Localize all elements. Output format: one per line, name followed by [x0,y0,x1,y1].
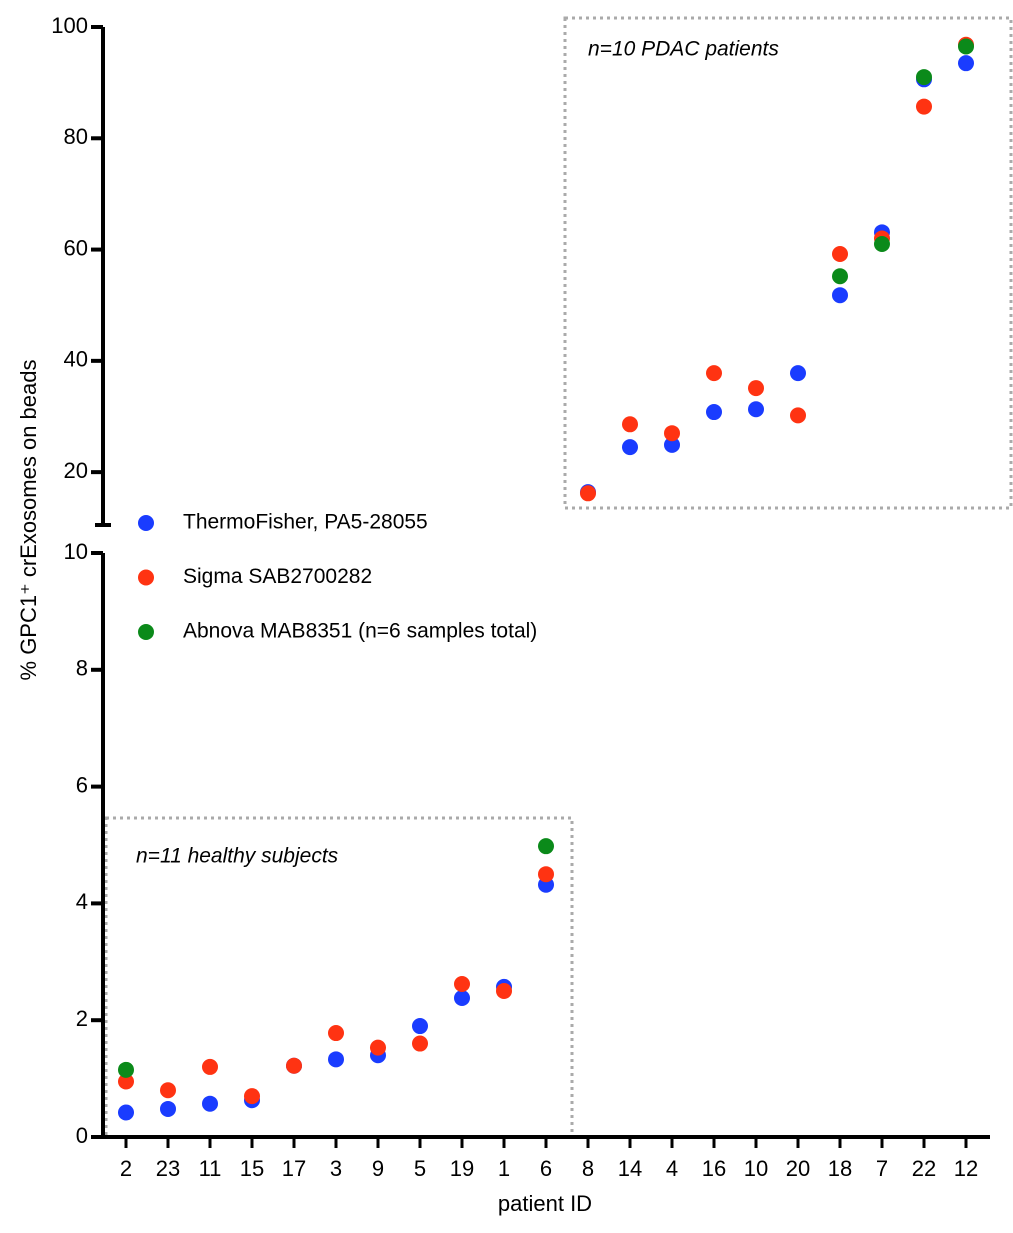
y-tick-label: 60 [64,235,88,260]
legend-label: ThermoFisher, PA5-28055 [183,511,428,534]
legend-label: Sigma SAB2700282 [183,565,372,588]
data-point [916,69,932,86]
data-point [202,1058,218,1075]
y-tick-label: 20 [64,458,88,483]
data-point [538,838,554,855]
x-tick-label: 18 [828,1156,852,1181]
data-point [118,1061,134,1078]
x-tick-label: 2 [120,1156,132,1181]
data-point [496,983,512,999]
x-tick-label: 6 [540,1156,552,1181]
y-axis-label: % GPC1⁺ crExosomes on beads [16,360,41,681]
data-point [118,1104,134,1121]
x-tick-label: 1 [498,1156,510,1181]
y-tick-label: 80 [64,124,88,149]
data-point [706,365,722,382]
data-point [538,866,554,883]
data-point [328,1025,344,1042]
data-point [622,416,638,433]
legend-marker [138,624,154,640]
legend-label: Abnova MAB8351 (n=6 samples total) [183,620,537,643]
y-tick-label: 10 [64,539,88,564]
data-point [244,1088,260,1105]
x-tick-label: 23 [156,1156,180,1181]
x-tick-label: 8 [582,1156,594,1181]
x-tick-label: 19 [450,1156,474,1181]
x-tick-label: 11 [199,1156,222,1181]
data-point [958,38,974,55]
x-tick-label: 5 [414,1156,426,1181]
data-point [118,1073,134,1090]
data-point [328,1051,344,1068]
data-point [790,365,806,382]
pdac-box [563,16,1013,510]
x-tick-label: 12 [954,1156,978,1181]
x-tick-label: 20 [786,1156,810,1181]
y-tick-label: 6 [76,772,88,797]
x-tick-label: 10 [744,1156,768,1181]
annotation: n=10 PDAC patients [588,38,779,61]
data-point [790,407,806,424]
data-point [832,268,848,285]
x-tick-label: 7 [876,1156,888,1181]
x-tick-label: 16 [702,1156,726,1181]
data-point [748,380,764,397]
y-tick-label: 100 [51,13,88,38]
data-point [202,1095,218,1112]
data-point [664,425,680,442]
data-point [370,1039,386,1056]
data-point [748,401,764,418]
x-tick-label: 9 [372,1156,384,1181]
annotation: n=11 healthy subjects [136,845,339,868]
data-point [454,990,470,1007]
data-point [832,287,848,304]
data-point [706,404,722,421]
x-tick-label: 17 [282,1156,306,1181]
data-point [160,1100,176,1117]
x-axis-label: patient ID [498,1191,592,1216]
x-tick-label: 14 [618,1156,642,1181]
data-point [286,1057,302,1074]
data-point [160,1082,176,1099]
x-tick-label: 4 [666,1156,678,1181]
legend-marker [138,569,154,586]
data-point [622,439,638,456]
y-tick-label: 4 [76,889,88,914]
data-point [874,236,890,253]
y-tick-label: 40 [64,347,88,372]
y-tick-label: 2 [76,1006,88,1031]
data-point [832,246,848,263]
x-tick-label: 3 [330,1156,342,1181]
data-point [454,975,470,992]
y-tick-label: 8 [76,656,88,681]
data-point [916,98,932,115]
x-tick-label: 22 [912,1156,936,1181]
data-point [580,485,596,502]
x-tick-label: 15 [240,1156,264,1181]
data-point [664,436,680,453]
y-tick-label: 0 [76,1123,88,1148]
data-point [412,1018,428,1035]
legend-marker [138,515,154,531]
data-point [958,55,974,72]
data-point [412,1035,428,1052]
